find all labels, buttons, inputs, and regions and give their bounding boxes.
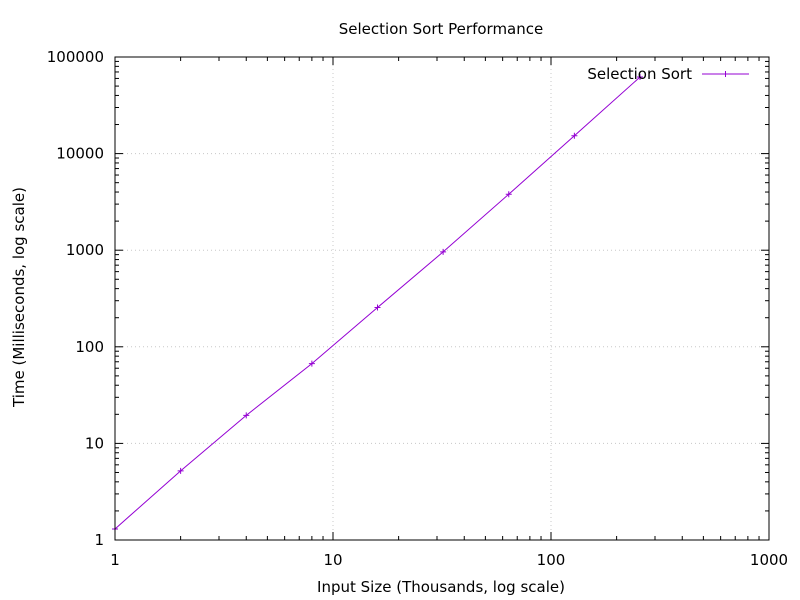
data-point [505, 191, 512, 198]
legend-label: Selection Sort [587, 65, 692, 83]
y-tick-label: 100 [75, 338, 104, 356]
series [112, 74, 643, 532]
data-point [636, 74, 643, 81]
x-axis-label: Input Size (Thousands, log scale) [317, 578, 565, 596]
tick-labels: 1 10 100 1000 1 10 100 1000 10000 100000 [47, 48, 788, 569]
data-point [440, 248, 447, 255]
y-axis-label: Time (Milliseconds, log scale) [10, 187, 28, 408]
y-tick-label: 10 [85, 434, 104, 452]
y-tick-label: 10000 [56, 145, 104, 163]
data-point [308, 360, 315, 367]
x-tick-label: 1 [110, 551, 120, 569]
data-point [374, 304, 381, 311]
data-point [177, 467, 184, 474]
y-tick-label: 1 [94, 531, 104, 549]
data-point [571, 132, 578, 139]
data-point [243, 412, 250, 419]
plot-frame [114, 56, 770, 541]
y-tick-label: 1000 [66, 241, 104, 259]
grid [115, 57, 769, 540]
x-tick-label: 10 [323, 551, 342, 569]
legend-marker [722, 71, 729, 77]
chart-title: Selection Sort Performance [339, 20, 543, 38]
legend: Selection Sort [587, 65, 749, 83]
x-tick-label: 1000 [750, 551, 788, 569]
x-tick-label: 100 [537, 551, 566, 569]
y-tick-label: 100000 [47, 48, 104, 66]
